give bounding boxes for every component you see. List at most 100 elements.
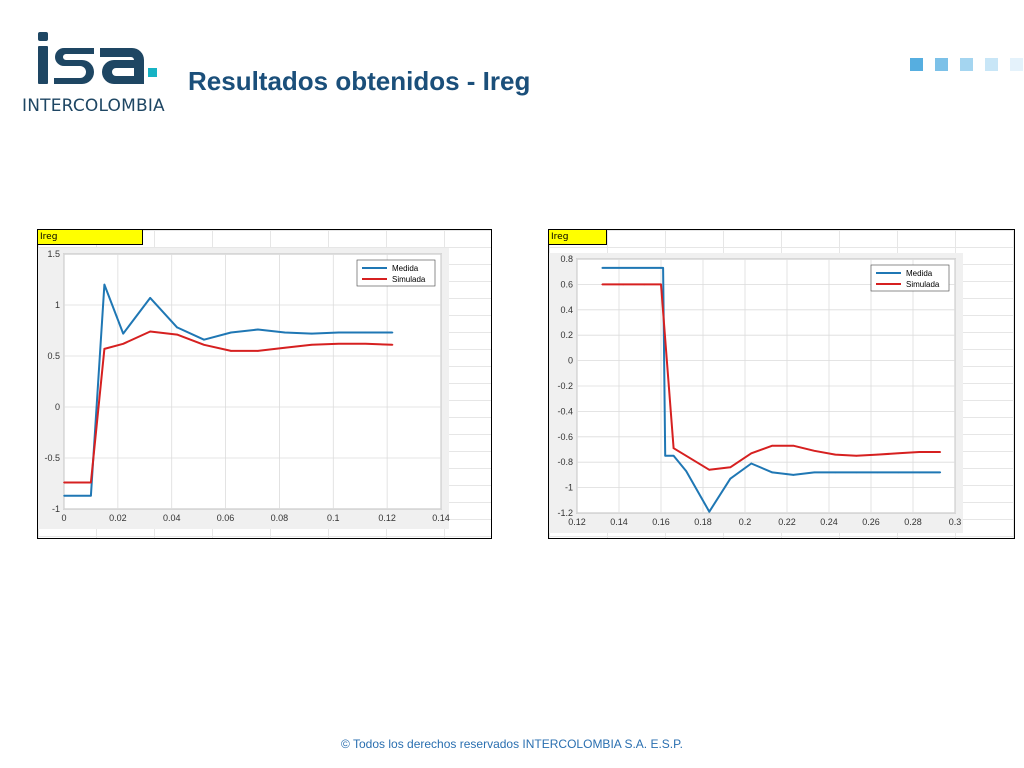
chart-left: 0 0.02 0.04 0.06 0.08 0.1 0.12 0.14 1.5 1 0.5 0 -0.5… <box>38 248 450 529</box>
x-tick-label: 0.26 <box>862 517 880 527</box>
legend-label-medida: Medida <box>392 264 419 273</box>
x-tick-label: 0.22 <box>778 517 796 527</box>
logo-i-stem <box>38 46 48 84</box>
logo-dot <box>148 68 157 77</box>
data-point-medida <box>939 471 942 474</box>
data-point-medida <box>176 326 178 329</box>
chart-panel-right: Ireg 0.12 0.14 0.16 0.18 0.2 0.22 0.24 0.26 0.28… <box>548 229 1015 539</box>
data-point-medida <box>257 328 259 331</box>
chart-legend <box>870 264 950 292</box>
x-tick-label: 0.18 <box>694 517 712 527</box>
data-point-simulada <box>149 330 151 333</box>
decorative-square-1 <box>910 58 923 71</box>
series-line-medida <box>64 283 393 497</box>
data-point-simulada <box>257 350 259 352</box>
decorative-square-5 <box>1010 58 1023 71</box>
chart-right: 0.12 0.14 0.16 0.18 0.2 0.22 0.24 0.26 0.28 0.3 0.… <box>549 253 963 533</box>
data-point-simulada <box>337 342 340 345</box>
x-tick-label: 0.08 <box>271 513 289 523</box>
data-point-simulada <box>750 452 753 455</box>
y-tick-label: -1 <box>52 504 60 514</box>
data-point-simulada <box>771 444 774 447</box>
data-point-medida <box>708 510 711 513</box>
data-point-simulada <box>601 283 603 286</box>
y-tick-label: 1.5 <box>47 249 60 259</box>
y-tick-label: -0.6 <box>557 432 573 442</box>
data-point-simulada <box>918 451 921 453</box>
chart-axes-box <box>63 253 442 510</box>
data-point-medida <box>672 455 675 457</box>
data-point-medida <box>918 471 921 474</box>
x-tick-label: 0.24 <box>820 517 838 527</box>
data-point-medida <box>63 494 65 497</box>
data-point-medida <box>750 462 753 465</box>
data-point-medida <box>337 331 340 334</box>
data-point-simulada <box>792 444 795 447</box>
data-point-simulada <box>90 481 92 484</box>
x-tick-label: 0.3 <box>949 517 962 527</box>
data-point-simulada <box>834 453 837 456</box>
data-point-simulada <box>310 343 313 346</box>
data-point-simulada <box>63 481 65 484</box>
data-point-medida <box>876 471 879 474</box>
chart-legend <box>356 259 436 287</box>
legend-label-medida: Medida <box>906 269 933 278</box>
y-tick-label: -0.5 <box>44 453 60 463</box>
y-tick-label: 0.4 <box>560 305 573 315</box>
isa-logo: INTERCOLOMBIA <box>22 30 182 120</box>
data-point-medida <box>90 494 92 497</box>
data-point-medida <box>792 474 795 476</box>
data-point-medida <box>771 471 774 474</box>
data-point-simulada <box>622 283 624 286</box>
data-point-medida <box>834 471 837 474</box>
y-tick-label: 0.5 <box>47 351 60 361</box>
copyright-footer: © Todos los derechos reservados INTERCOL… <box>341 737 683 751</box>
data-point-simulada <box>672 447 675 450</box>
data-point-medida <box>813 471 816 474</box>
x-tick-label: 0.16 <box>652 517 670 527</box>
data-point-simulada <box>364 342 367 345</box>
data-point-simulada <box>103 348 106 350</box>
data-point-simulada <box>176 333 178 336</box>
x-tick-label: 0 <box>61 513 66 523</box>
y-tick-label: 0.6 <box>560 279 573 289</box>
legend-label-simulada: Simulada <box>392 275 426 284</box>
data-point-medida <box>855 471 858 474</box>
series-line-simulada <box>602 283 941 471</box>
logo-s-letter <box>54 48 94 84</box>
chart-tag-right: Ireg <box>549 230 607 245</box>
data-point-simulada <box>876 453 879 456</box>
data-point-simulada <box>660 283 662 286</box>
data-point-simulada <box>855 455 858 457</box>
x-tick-label: 0.12 <box>568 517 586 527</box>
data-point-medida <box>284 331 286 334</box>
series-line-medida <box>602 266 941 513</box>
x-tick-label: 0.1 <box>327 513 340 523</box>
y-tick-label: -0.2 <box>557 381 573 391</box>
data-point-medida <box>122 332 125 335</box>
data-point-simulada <box>230 350 232 352</box>
data-point-simulada <box>897 452 900 455</box>
data-point-medida <box>364 331 367 334</box>
chart-panel-left: Ireg 0 0.02 0.04 0.06 0.08 0.1 0.12 0.14 1.5 1 0.5… <box>37 229 492 539</box>
logo-i-dot <box>38 32 48 41</box>
y-tick-label: -1.2 <box>557 508 573 518</box>
decorative-square-3 <box>960 58 973 71</box>
data-point-medida <box>685 470 687 472</box>
y-tick-label: 0 <box>55 402 60 412</box>
legend-label-simulada: Simulada <box>906 280 940 289</box>
data-point-medida <box>230 331 232 334</box>
isa-logo-mark <box>38 32 157 84</box>
data-point-medida <box>310 332 313 335</box>
x-tick-label: 0.28 <box>904 517 922 527</box>
series-line-simulada <box>64 330 393 484</box>
y-tick-label: 0.2 <box>560 330 573 340</box>
x-tick-label: 0.14 <box>610 517 628 527</box>
x-tick-label: 0.02 <box>109 513 127 523</box>
data-point-medida <box>103 283 106 286</box>
y-tick-label: -1 <box>565 483 573 493</box>
data-point-medida <box>391 331 394 334</box>
chart-tag-left: Ireg <box>38 230 143 245</box>
logo-a-letter <box>100 48 144 84</box>
y-tick-label: -0.8 <box>557 457 573 467</box>
